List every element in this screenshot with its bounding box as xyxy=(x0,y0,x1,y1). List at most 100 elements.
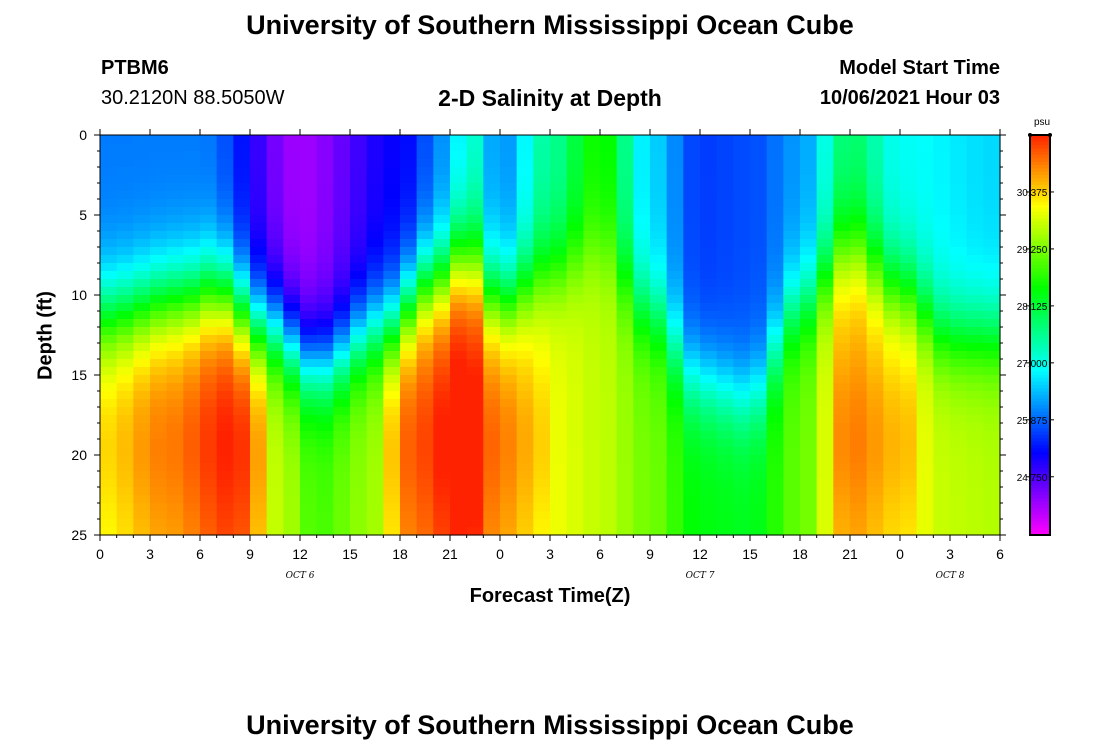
heatmap-cell xyxy=(150,527,168,536)
colorbar-segment xyxy=(1030,308,1050,313)
heatmap-cell xyxy=(183,175,201,184)
colorbar-segment xyxy=(1030,481,1050,486)
heatmap-cell xyxy=(500,407,518,416)
heatmap-cell xyxy=(533,503,551,512)
heatmap-cell xyxy=(183,199,201,208)
heatmap-cell xyxy=(616,399,634,408)
heatmap-cell xyxy=(350,375,368,384)
heatmap-cell xyxy=(333,399,351,408)
heatmap-cell xyxy=(183,487,201,496)
heatmap-cell xyxy=(566,207,584,216)
heatmap-cell xyxy=(400,519,418,528)
heatmap-cell xyxy=(350,335,368,344)
heatmap-cell xyxy=(183,519,201,528)
heatmap-cell xyxy=(100,215,118,224)
heatmap-cell xyxy=(183,191,201,200)
heatmap-cell xyxy=(566,375,584,384)
heatmap-cell xyxy=(116,311,134,320)
heatmap-cell xyxy=(716,375,734,384)
colorbar-segment xyxy=(1030,428,1050,433)
colorbar-tick-label: 28.125 xyxy=(1017,302,1048,313)
heatmap-cell xyxy=(833,311,851,320)
heatmap-cell xyxy=(783,367,801,376)
heatmap-cell xyxy=(183,143,201,152)
heatmap-cell xyxy=(466,527,484,536)
heatmap-cell xyxy=(700,271,718,280)
heatmap-cell xyxy=(266,343,284,352)
heatmap-cell xyxy=(166,487,184,496)
y-tick-label: 20 xyxy=(71,447,87,463)
colorbar-segment xyxy=(1030,348,1050,353)
colorbar-segment xyxy=(1030,371,1050,376)
heatmap-cell xyxy=(833,239,851,248)
heatmap-cell xyxy=(233,207,251,216)
heatmap-cell xyxy=(316,263,334,272)
heatmap-cell xyxy=(716,471,734,480)
heatmap-cell xyxy=(750,223,768,232)
heatmap-cell xyxy=(400,239,418,248)
heatmap-cell xyxy=(283,399,301,408)
heatmap-cell xyxy=(683,151,701,160)
heatmap-cell xyxy=(350,327,368,336)
heatmap-cell xyxy=(350,167,368,176)
heatmap-cell xyxy=(200,255,218,264)
heatmap-cell xyxy=(850,335,868,344)
heatmap-cell xyxy=(283,239,301,248)
x-tick-label: 21 xyxy=(842,546,858,562)
heatmap-cell xyxy=(816,239,834,248)
heatmap-cell xyxy=(266,311,284,320)
heatmap-cell xyxy=(366,455,384,464)
heatmap-cell xyxy=(750,151,768,160)
heatmap-cell xyxy=(283,487,301,496)
heatmap-cell xyxy=(333,183,351,192)
heatmap-cell xyxy=(683,319,701,328)
heatmap-cell xyxy=(233,143,251,152)
heatmap-cell xyxy=(283,359,301,368)
heatmap-cell xyxy=(233,527,251,536)
heatmap-cell xyxy=(100,319,118,328)
heatmap-cell xyxy=(900,231,918,240)
heatmap-cell xyxy=(100,183,118,192)
heatmap-cell xyxy=(733,503,751,512)
heatmap-cell xyxy=(166,175,184,184)
heatmap-cell xyxy=(566,351,584,360)
colorbar-segment xyxy=(1030,301,1050,306)
heatmap-cell xyxy=(550,423,568,432)
heatmap-cell xyxy=(283,167,301,176)
heatmap-cell xyxy=(566,215,584,224)
heatmap-cell xyxy=(233,223,251,232)
heatmap-cell xyxy=(733,495,751,504)
colorbar-segment xyxy=(1030,158,1050,163)
heatmap-cell xyxy=(200,447,218,456)
heatmap-cell xyxy=(666,327,684,336)
heatmap-cell xyxy=(583,519,601,528)
heatmap-cell xyxy=(816,511,834,520)
heatmap-cell xyxy=(766,231,784,240)
heatmap-cell xyxy=(316,375,334,384)
heatmap-cell xyxy=(716,503,734,512)
heatmap-cell xyxy=(733,391,751,400)
heatmap-cell xyxy=(683,183,701,192)
heatmap-cell xyxy=(850,319,868,328)
heatmap-cell xyxy=(400,399,418,408)
heatmap-cell xyxy=(700,327,718,336)
heatmap-cell xyxy=(183,207,201,216)
heatmap-cell xyxy=(883,271,901,280)
heatmap-cell xyxy=(200,151,218,160)
heatmap-cell xyxy=(716,527,734,536)
heatmap-cell xyxy=(200,527,218,536)
heatmap-cell xyxy=(616,439,634,448)
heatmap-cell xyxy=(983,183,1001,192)
heatmap-cell xyxy=(516,199,534,208)
heatmap-cell xyxy=(833,271,851,280)
heatmap-cell xyxy=(716,343,734,352)
heatmap-cell xyxy=(716,519,734,528)
heatmap-cell xyxy=(483,495,501,504)
heatmap-cell xyxy=(316,471,334,480)
heatmap-cell xyxy=(416,471,434,480)
heatmap-cell xyxy=(950,375,968,384)
heatmap-cell xyxy=(883,143,901,152)
heatmap-cell xyxy=(200,295,218,304)
heatmap-cell xyxy=(733,159,751,168)
heatmap-cell xyxy=(683,231,701,240)
